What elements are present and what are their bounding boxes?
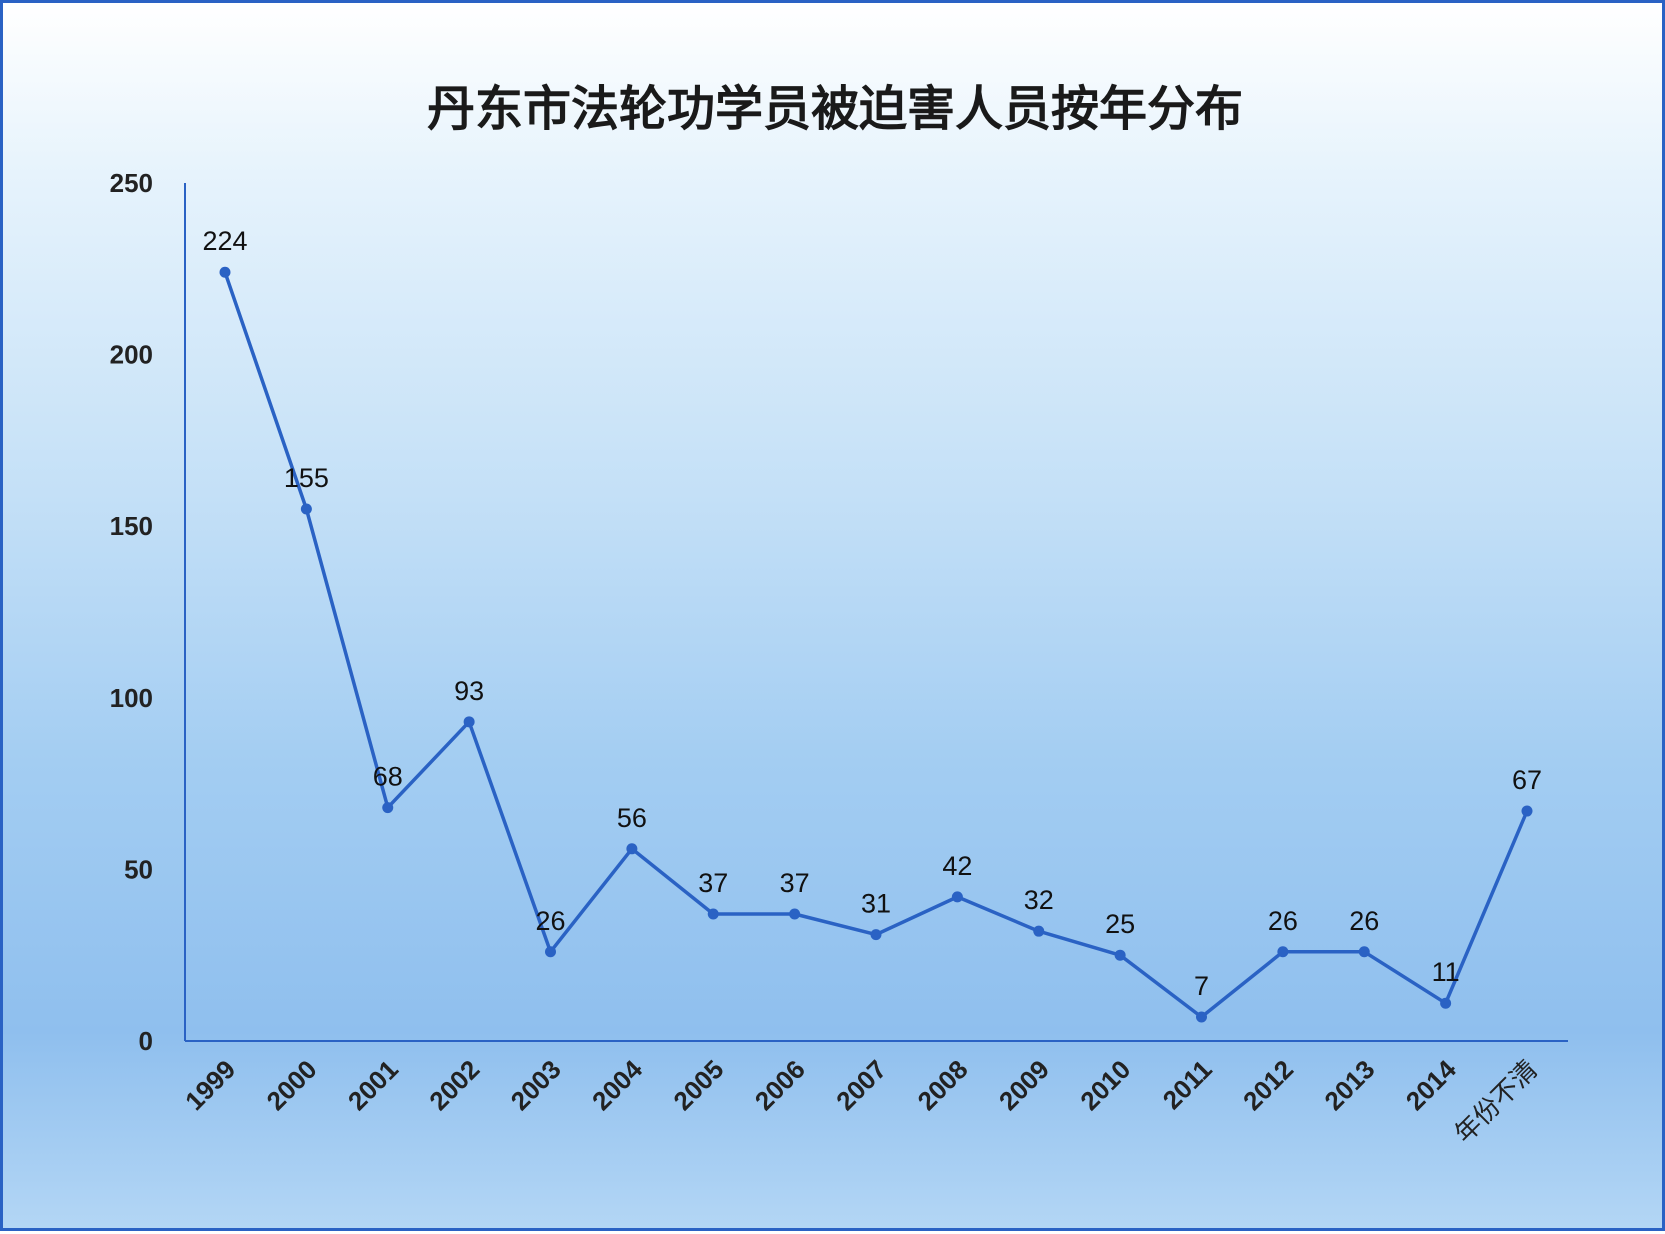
- x-tick-label: 2012: [1237, 1054, 1299, 1116]
- x-tick-label: 2011: [1157, 1054, 1218, 1115]
- x-tick-label: 2003: [505, 1054, 567, 1116]
- data-label: 224: [202, 226, 247, 256]
- y-tick-label: 0: [139, 1026, 153, 1056]
- data-point: [626, 843, 638, 855]
- data-label: 67: [1512, 765, 1542, 795]
- x-axis-ticks: 1999 2000 2001 2002 2003 2004 2005 2006 2007 2008…: [179, 1054, 1544, 1150]
- data-label: 68: [373, 762, 403, 792]
- y-tick-label: 200: [110, 340, 153, 370]
- x-tick-label: 2001: [342, 1054, 404, 1116]
- y-tick-label: 50: [124, 854, 153, 884]
- data-point: [1277, 946, 1289, 958]
- data-label: 26: [535, 906, 565, 936]
- data-point: [951, 891, 963, 903]
- data-point: [870, 929, 882, 941]
- x-tick-label: 2007: [830, 1054, 892, 1116]
- x-tick-label: 年份不清: [1449, 1055, 1544, 1150]
- y-axis-ticks: 0 50 100 150 200 250: [110, 168, 153, 1056]
- x-tick-label: 2006: [749, 1054, 811, 1116]
- x-tick-label: 2005: [667, 1054, 729, 1116]
- data-label: 31: [861, 889, 891, 919]
- y-tick-label: 250: [110, 168, 153, 198]
- data-point: [1358, 946, 1370, 958]
- data-label: 37: [780, 868, 810, 898]
- y-tick-label: 150: [110, 511, 153, 541]
- chart-title: 丹东市法轮功学员被迫害人员按年分布: [427, 81, 1243, 137]
- data-label: 37: [698, 868, 728, 898]
- x-tick-label: 2014: [1400, 1054, 1462, 1116]
- data-label: 42: [942, 851, 972, 881]
- data-label: 155: [284, 463, 329, 493]
- data-label: 11: [1432, 957, 1460, 987]
- data-point: [1521, 805, 1533, 817]
- data-point: [1440, 997, 1452, 1009]
- data-point: [545, 946, 556, 958]
- series-layer: [219, 266, 1533, 1023]
- line-chart: 丹东市法轮功学员被迫害人员按年分布 0 50 100 150 200 250 1999 20…: [110, 81, 1568, 1150]
- data-label: 26: [1268, 906, 1298, 936]
- data-point: [1196, 1011, 1207, 1023]
- data-point: [789, 908, 801, 920]
- data-point: [300, 503, 312, 515]
- x-tick-label: 2008: [912, 1054, 974, 1116]
- data-label: 56: [617, 803, 647, 833]
- x-tick-label: 2002: [423, 1054, 485, 1116]
- data-label: 32: [1024, 885, 1054, 915]
- data-point: [707, 908, 719, 920]
- x-tick-label: 2009: [993, 1054, 1055, 1116]
- data-label: 7: [1194, 971, 1209, 1001]
- x-tick-label: 2004: [586, 1054, 648, 1116]
- data-label: 26: [1349, 906, 1379, 936]
- data-point: [1114, 949, 1126, 961]
- x-tick-label: 2000: [261, 1054, 323, 1116]
- data-point: [1033, 925, 1045, 937]
- x-tick-label: 2010: [1074, 1054, 1136, 1116]
- data-labels: 224 155 68 93 26 56 37 37 31 42 32 25 7 26 26 11 67: [202, 226, 1542, 1001]
- x-tick-label: 1999: [179, 1054, 241, 1116]
- y-tick-label: 100: [110, 683, 153, 713]
- data-label: 25: [1105, 909, 1135, 939]
- data-label: 93: [454, 676, 484, 706]
- data-point: [382, 802, 394, 814]
- x-tick-label: 2013: [1318, 1054, 1380, 1116]
- data-point: [219, 266, 231, 278]
- data-point: [463, 716, 475, 728]
